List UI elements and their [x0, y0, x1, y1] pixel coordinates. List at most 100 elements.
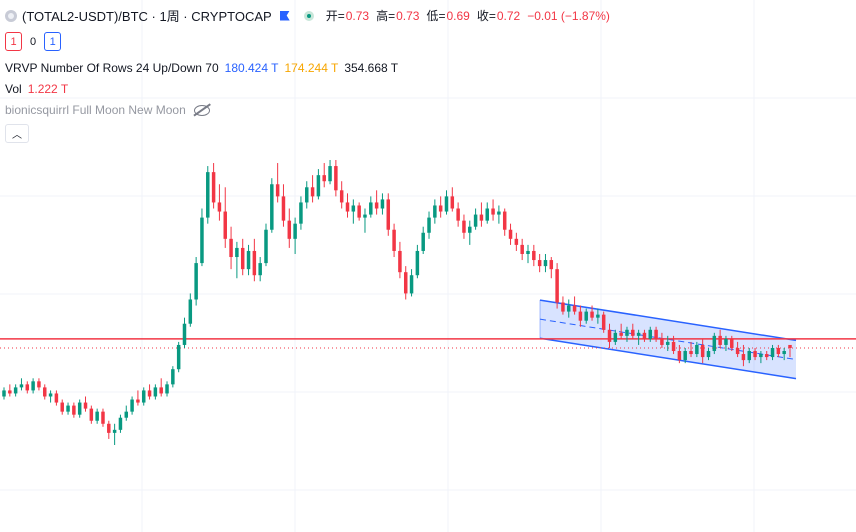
- candle-body: [339, 190, 344, 203]
- candle-body: [299, 202, 303, 224]
- candle-body: [596, 314, 600, 318]
- candle-body: [468, 226, 472, 233]
- candle-body: [537, 260, 542, 267]
- candle-body: [572, 305, 577, 312]
- candle-body: [37, 381, 41, 388]
- candle-body: [456, 208, 460, 221]
- candle-body: [275, 184, 280, 197]
- candle-body: [118, 417, 123, 430]
- chevron-up-icon[interactable]: ︿: [5, 124, 29, 143]
- candle-body: [124, 411, 129, 418]
- candle-body: [724, 338, 728, 345]
- candle-body: [718, 335, 722, 345]
- candle-body: [357, 205, 361, 218]
- candle-body: [19, 384, 24, 388]
- candle-body: [369, 202, 373, 215]
- candle-body: [700, 344, 705, 358]
- candle-body: [491, 208, 495, 215]
- candle-body: [735, 347, 740, 355]
- candle-body: [171, 369, 175, 385]
- candle-body: [660, 338, 664, 345]
- candle-body: [415, 250, 420, 276]
- candle-body: [770, 347, 775, 358]
- candle-body: [363, 214, 367, 218]
- candle-body: [427, 217, 431, 233]
- candle-body: [136, 399, 140, 403]
- candle-body: [444, 196, 449, 212]
- candle-body: [43, 387, 47, 397]
- candle-body: [619, 332, 623, 336]
- symbol-logo-icon: [5, 9, 17, 22]
- candle-body: [31, 381, 35, 391]
- candle-body: [287, 220, 292, 239]
- sell-button[interactable]: 1: [5, 32, 22, 51]
- candle-body: [514, 238, 519, 245]
- candle-body: [322, 175, 326, 182]
- candle-body: [788, 344, 792, 348]
- order-controls: 1 0 1: [5, 32, 62, 51]
- ohlc-low-label: 低=: [426, 9, 446, 23]
- buy-button[interactable]: 1: [44, 32, 62, 51]
- candle-body: [8, 390, 12, 394]
- candle-body: [54, 393, 59, 403]
- candle-body: [206, 172, 210, 218]
- candle-body: [48, 393, 53, 397]
- candle-body: [747, 351, 751, 361]
- candle-body: [310, 187, 315, 197]
- symbol-title[interactable]: (TOTAL2-USDT)/BTC · 1周 · CRYPTOCAP: [22, 9, 272, 24]
- channel-upper-line: [539, 299, 797, 342]
- vrvp-name: VRVP Number Of Rows 24 Up/Down 70: [5, 61, 219, 75]
- candle-body: [636, 332, 641, 336]
- candle-body: [712, 335, 717, 352]
- candle-body: [176, 344, 181, 370]
- candle-body: [101, 411, 105, 424]
- candle-body: [689, 351, 693, 355]
- eye-hidden-icon[interactable]: [193, 104, 210, 116]
- candle-body: [60, 402, 64, 412]
- candle-body: [497, 211, 501, 215]
- candle-body: [223, 211, 227, 239]
- candle-body: [293, 223, 297, 239]
- indicator-vol[interactable]: Vol 1.222 T: [5, 82, 68, 96]
- candle-body: [741, 354, 746, 361]
- candle-body: [631, 329, 635, 336]
- candle-body: [200, 217, 204, 264]
- chart-legend: (TOTAL2-USDT)/BTC · 1周 · CRYPTOCAP 开= 0.…: [0, 0, 856, 150]
- market-status-icon: [303, 10, 314, 21]
- candle-body: [613, 332, 618, 342]
- candle-body: [403, 272, 408, 294]
- candle-body: [25, 384, 30, 391]
- candle-body: [95, 411, 99, 421]
- price-change: −0.01 (−1.87%): [527, 8, 610, 23]
- vol-name: Vol: [5, 82, 22, 96]
- candle-body: [264, 229, 268, 264]
- candle-body: [182, 323, 187, 345]
- candle-body: [549, 260, 554, 270]
- candle-body: [665, 341, 670, 345]
- indicator-vrvp[interactable]: VRVP Number Of Rows 24 Up/Down 70 180.42…: [5, 61, 398, 75]
- candle-body: [730, 338, 734, 348]
- candle-body: [112, 429, 117, 433]
- candle-body: [305, 187, 309, 203]
- candle-body: [532, 250, 536, 261]
- candle-body: [153, 387, 158, 397]
- candle-body: [543, 260, 548, 267]
- candle-body: [526, 250, 530, 254]
- flag-icon[interactable]: [279, 10, 290, 21]
- candle-body: [217, 202, 222, 212]
- candle-body: [695, 344, 699, 355]
- candle-body: [334, 166, 338, 191]
- candle-body: [508, 229, 513, 239]
- candle-body: [147, 390, 152, 397]
- candle-body: [590, 311, 594, 318]
- vol-value: 1.222 T: [27, 82, 69, 96]
- candle-body: [683, 351, 687, 361]
- candle-body: [433, 205, 437, 218]
- candle-body: [567, 305, 571, 312]
- candle-body: [159, 387, 163, 394]
- candle-body: [107, 423, 111, 433]
- indicator-moon[interactable]: bionicsquirrl Full Moon New Moon: [5, 103, 210, 117]
- candle-body: [520, 244, 524, 254]
